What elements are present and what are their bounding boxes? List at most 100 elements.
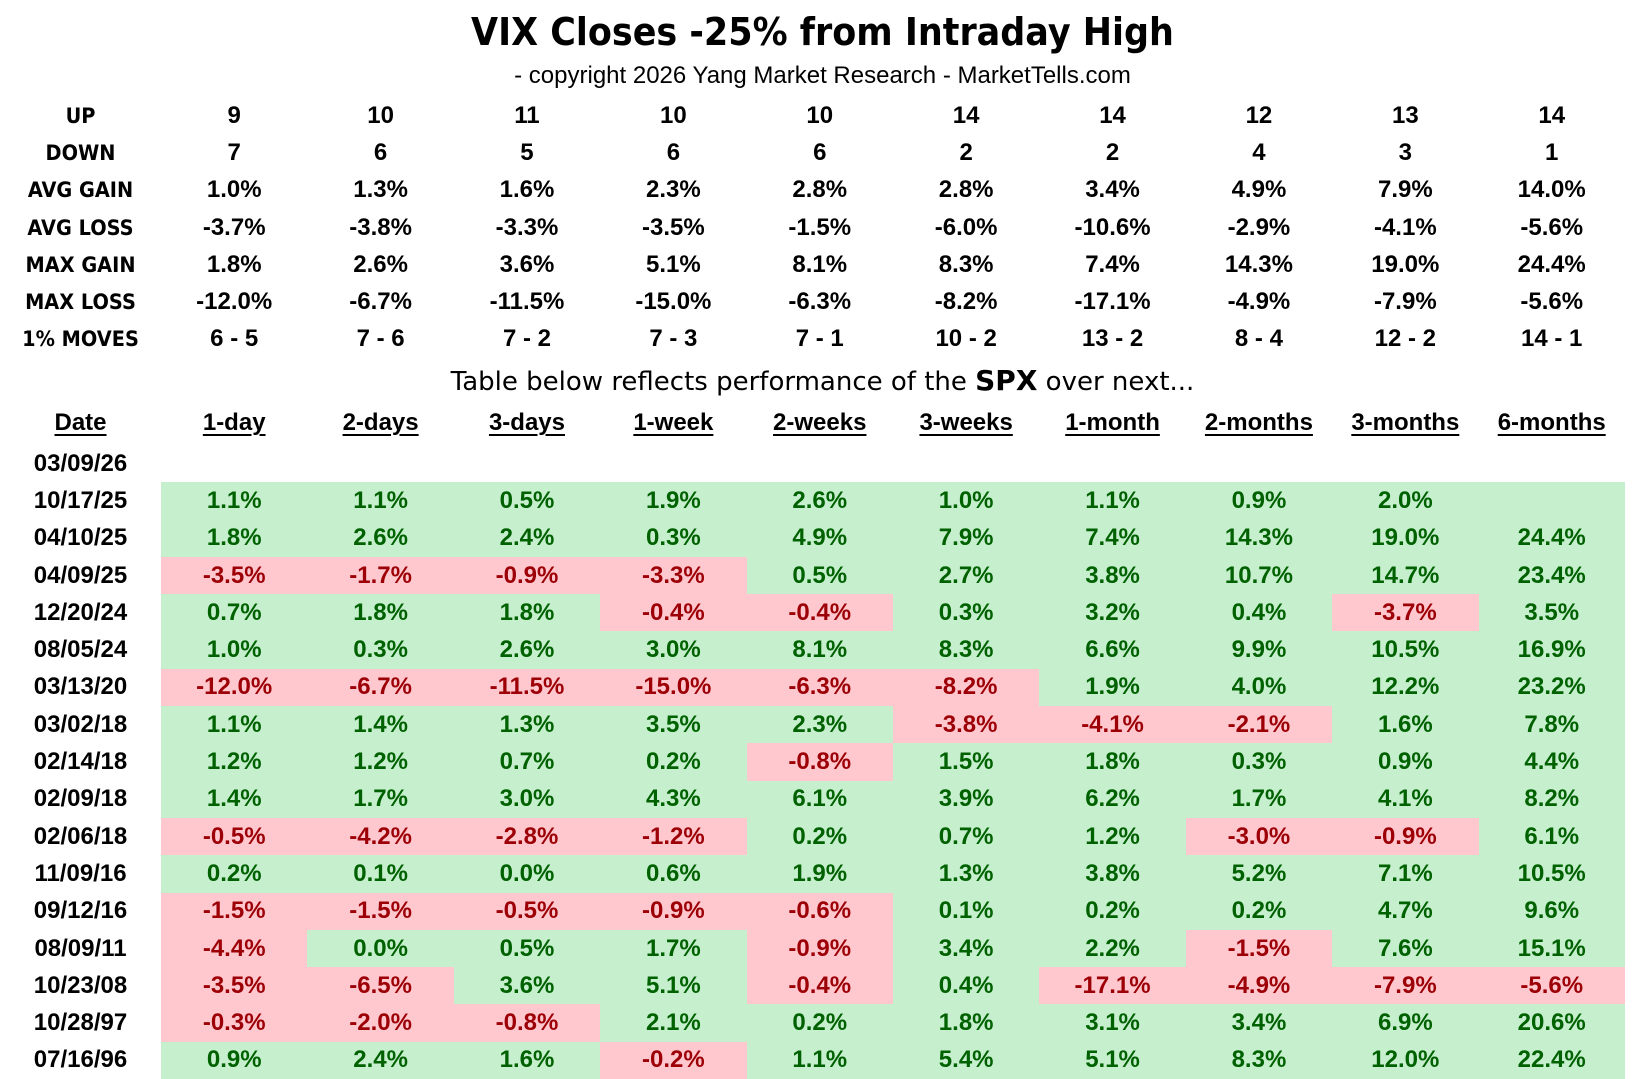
table-row: 08/09/11 -4.4% 0.0% 0.5% 1.7% -0.9% 3.4% 2.2% -1… (0, 929, 1625, 968)
return-cell: 3.0% (600, 631, 747, 669)
row-date: 02/14/18 (33, 748, 128, 776)
table-row: 09/12/16 -1.5% -1.5% -0.5% -0.9% -0.6% 0.1% 0.2… (0, 892, 1625, 930)
stats-value: 7 - 2 (502, 325, 551, 353)
row-date: 11/09/16 (34, 859, 127, 887)
return-cell: 0.2% (161, 855, 308, 893)
return-cell: 8.2% (1478, 780, 1625, 818)
stats-value: -3.7% (202, 213, 266, 241)
return-cell: 6.9% (1332, 1004, 1479, 1042)
column-header: Date (54, 409, 107, 436)
return-cell: 0.7% (161, 594, 308, 632)
table-row: 03/02/18 1.1% 1.4% 1.3% 3.5% 2.3% -3.8% -4.1% -2… (0, 706, 1625, 744)
stats-row: MAX GAIN 1.8% 2.6% 3.6% 5.1% 8.1% 8.3% 7.4% 14.3… (0, 246, 1625, 283)
return-cell: 0.2% (746, 817, 893, 856)
return-cell: 3.5% (600, 706, 747, 744)
row-date: 03/13/20 (33, 673, 128, 701)
stats-value: 7.9% (1377, 176, 1433, 204)
stats-value: -10.6% (1074, 213, 1151, 241)
return-cell: 0.3% (892, 594, 1040, 632)
return-cell: 1.1% (746, 1041, 893, 1079)
return-cell: 1.8% (307, 594, 454, 632)
return-cell: -0.9% (1332, 817, 1479, 856)
return-cell: -3.0% (1185, 817, 1333, 856)
table-row: 02/06/18 -0.5% -4.2% -2.8% -1.2% 0.2% 0.7% 1.2%… (0, 817, 1625, 856)
stats-value: 8.1% (792, 250, 848, 278)
column-header: 3-months (1351, 409, 1460, 436)
return-cell: 0.3% (307, 631, 454, 669)
return-cell: -3.5% (161, 556, 308, 595)
return-cell: 3.9% (892, 780, 1040, 818)
return-cell: -0.4% (746, 594, 893, 632)
empty-cell (307, 445, 453, 482)
return-cell: 0.2% (1185, 892, 1333, 930)
table-row: 03/13/20 -12.0% -6.7% -11.5% -15.0% -6.3% -8.2… (0, 668, 1625, 707)
return-cell: 9.6% (1478, 892, 1625, 930)
return-cell: 5.4% (892, 1041, 1040, 1079)
stats-value: 10 (367, 101, 394, 129)
table-row: 04/09/25 -3.5% -1.7% -0.9% -3.3% 0.5% 2.7% 3.8%… (0, 556, 1625, 595)
return-cell: 1.5% (892, 743, 1040, 781)
stats-value: -6.0% (934, 213, 998, 241)
stats-value: 14 - 1 (1521, 325, 1583, 353)
stats-value: 12 (1245, 101, 1273, 129)
row-date: 03/02/18 (33, 710, 128, 738)
stats-value: -8.2% (934, 288, 998, 316)
stats-value: 3 (1398, 138, 1412, 166)
stats-value: 4.9% (1231, 176, 1287, 204)
stats-value: 8.3% (938, 250, 994, 278)
stats-row: AVG GAIN 1.0% 1.3% 1.6% 2.3% 2.8% 2.8% 3.4% 4.9%… (0, 172, 1625, 209)
return-cell: 0.2% (600, 743, 747, 781)
column-header: 1-month (1065, 409, 1160, 436)
stats-value: 2.8% (792, 176, 848, 204)
empty-cell (1479, 445, 1625, 482)
return-cell: 5.2% (1185, 855, 1333, 893)
return-cell: 7.6% (1332, 929, 1479, 968)
return-cell: 5.1% (600, 967, 747, 1005)
return-cell: 4.1% (1332, 780, 1479, 818)
stats-value: -12.0% (196, 288, 273, 316)
return-cell: -12.0% (161, 668, 308, 707)
stats-value: -6.7% (349, 288, 412, 316)
column-header: 1-week (633, 409, 714, 436)
return-cell: 1.1% (161, 482, 308, 520)
stats-row: AVG LOSS -3.7% -3.8% -3.3% -3.5% -1.5% -6.0% -1… (0, 209, 1625, 246)
return-cell: 22.4% (1478, 1041, 1625, 1079)
return-cell: 1.1% (1039, 482, 1186, 520)
row-date: 12/20/24 (33, 598, 128, 626)
note-prefix: Table below reflects performance of the (450, 367, 976, 397)
return-cell: 1.6% (1332, 706, 1479, 744)
row-date: 09/12/16 (33, 897, 128, 925)
return-cell: -4.2% (307, 817, 454, 856)
stats-value: 8 - 4 (1234, 325, 1283, 353)
return-cell: 1.2% (161, 743, 308, 781)
return-cell: 1.4% (161, 780, 308, 818)
return-cell: 4.9% (746, 519, 893, 557)
return-cell: 1.6% (453, 1041, 601, 1079)
return-cell: 1.2% (307, 743, 454, 781)
stats-label: AVG GAIN (27, 178, 134, 203)
stats-value: 14.0% (1517, 176, 1586, 204)
return-cell: -11.5% (453, 668, 601, 707)
stats-value: 6 - 5 (210, 325, 259, 353)
return-cell: 10.7% (1185, 556, 1333, 595)
return-cell: -0.9% (453, 556, 601, 595)
return-cell: 0.7% (453, 743, 601, 781)
return-cell: 4.3% (600, 780, 747, 818)
return-cell: 2.0% (1332, 482, 1479, 520)
return-cell: 3.1% (1039, 1004, 1186, 1042)
return-cell: 2.6% (746, 482, 893, 520)
return-cell: 0.9% (161, 1041, 308, 1079)
row-date: 08/09/11 (34, 934, 127, 962)
return-cell: 1.7% (600, 929, 747, 968)
row-date: 02/06/18 (33, 822, 128, 850)
column-header: 2-days (342, 409, 419, 436)
return-cell: 7.9% (892, 519, 1040, 557)
return-cell: 8.1% (746, 631, 893, 669)
empty-cell (161, 445, 307, 482)
return-cell (1478, 482, 1625, 520)
return-cell: 1.7% (307, 780, 454, 818)
return-cell: -8.2% (892, 668, 1040, 707)
note-suffix: over next... (1037, 367, 1195, 397)
stats-value: -7.9% (1373, 288, 1437, 316)
return-cell: 2.6% (307, 519, 454, 557)
